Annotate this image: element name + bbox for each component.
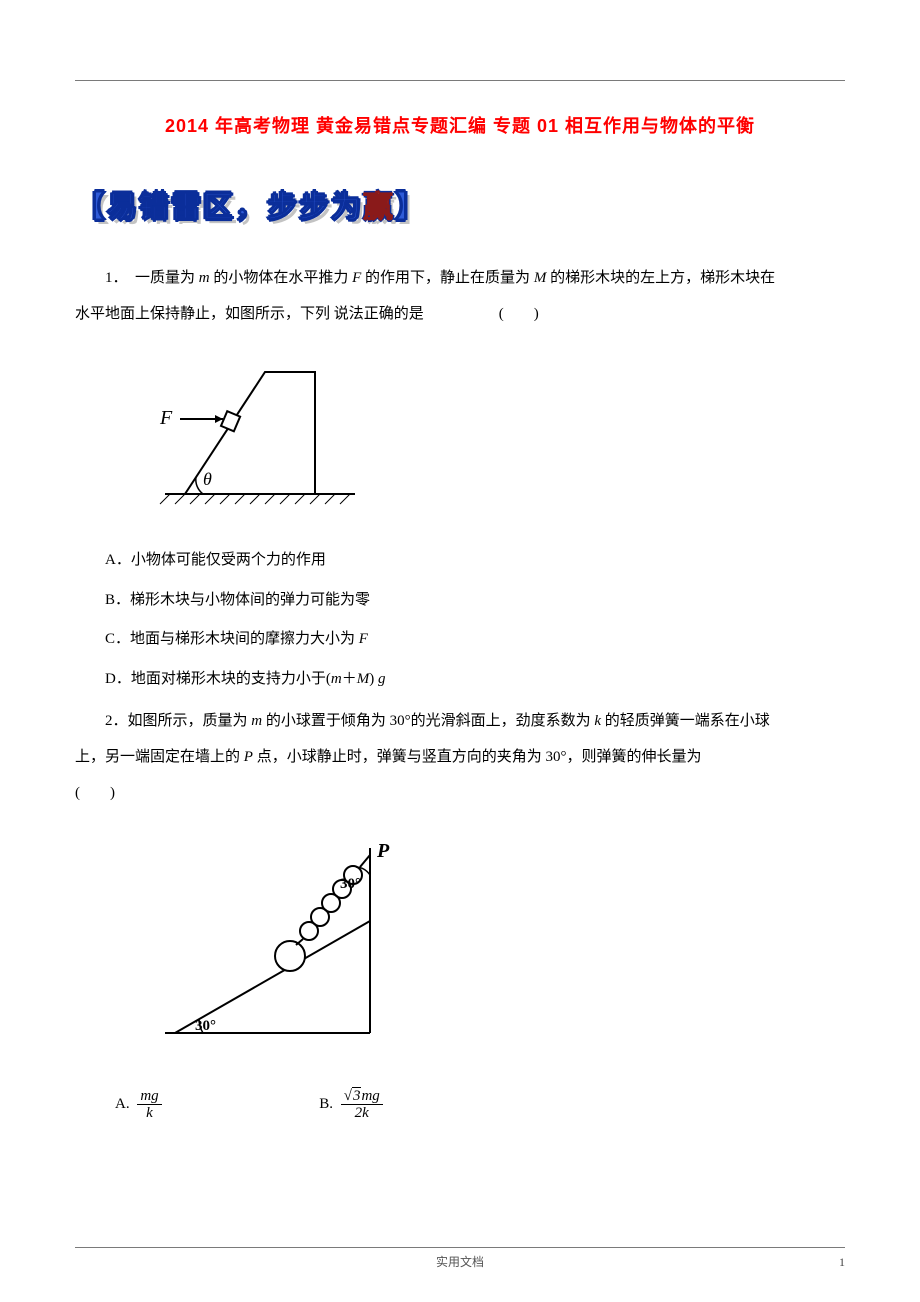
page-number: 1: [839, 1252, 845, 1272]
q1-var-m: m: [199, 270, 210, 286]
q2-optB-den: 2k: [341, 1105, 383, 1122]
banner-comma: ，: [235, 191, 267, 224]
q2-stem-line3: ( ): [75, 778, 845, 808]
q1-optC-a: C．地面与梯形木块间的摩擦力大小为: [105, 631, 359, 647]
q2-fig-P-label: P: [376, 840, 390, 862]
q2-stem-c: 的轻质弹簧一端系在小球: [601, 713, 770, 729]
q1-optD-g: g: [378, 671, 386, 687]
q1-stem-line1: 1． 一质量为 m 的小物体在水平推力 F 的作用下，静止在质量为 M 的梯形木…: [75, 263, 845, 293]
q2-optB-frac: √3mg 2k: [341, 1088, 383, 1122]
q2-fig-ang-bot: 30°: [195, 1018, 216, 1034]
q2-var-m: m: [251, 713, 262, 729]
banner-close-bracket: 】: [395, 191, 427, 224]
q2-optA-num: mg: [137, 1088, 161, 1106]
banner-part1: 易错雷区: [107, 191, 235, 224]
q1-stem-d: 的梯形木块的左上方，梯形木块在: [546, 270, 775, 286]
banner-part2-red: 赢: [363, 191, 395, 224]
footer-text: 实用文档: [436, 1255, 484, 1269]
q2-optB-num: √3mg: [341, 1088, 383, 1106]
q2-optB-label: B.: [319, 1096, 333, 1112]
q1-var-F: F: [352, 270, 361, 286]
q2-stem-e: 点，小球静止时，弹簧与竖直方向的夹角为 30°，则弹簧的伸长量为: [253, 749, 702, 765]
q2-stem-line1: 2．如图所示，质量为 m 的小球置于倾角为 30°的光滑斜面上，劲度系数为 k …: [75, 706, 845, 736]
q2-stem-line2: 上，另一端固定在墙上的 P 点，小球静止时，弹簧与竖直方向的夹角为 30°，则弹…: [75, 742, 845, 772]
q1-stem-b: 的小物体在水平推力: [210, 270, 353, 286]
q1-fig-F-label: F: [159, 407, 173, 429]
q1-var-M: M: [534, 270, 547, 286]
q2-figure: 30° 30° P: [145, 833, 845, 1063]
q1-optD-plus: ＋: [342, 671, 357, 687]
q2-optB-num-rest: mg: [361, 1088, 379, 1104]
q1-optD-M: M: [357, 671, 370, 687]
banner-open-bracket: 【: [75, 191, 107, 224]
top-rule: [75, 80, 845, 81]
section-banner: 【易错雷区，步步为赢】: [75, 182, 845, 233]
page-title: 2014 年高考物理 黄金易错点专题汇编 专题 01 相互作用与物体的平衡: [75, 111, 845, 142]
q1-optB: B．梯形木块与小物体间的弹力可能为零: [75, 588, 845, 614]
q1-optD-b: ): [369, 671, 378, 687]
q2-stem-a: 2．如图所示，质量为: [105, 713, 251, 729]
q2-stem-b: 的小球置于倾角为 30°的光滑斜面上，劲度系数为: [262, 713, 594, 729]
q1-optD: D．地面对梯形木块的支持力小于(m＋M) g: [75, 667, 845, 693]
banner-part2: 步步为: [267, 191, 363, 224]
q1-figure: F θ: [145, 354, 845, 524]
q2-optB-sqrt-n: 3: [352, 1087, 362, 1104]
q2-options-row: A. mg k B. √3mg 2k: [115, 1088, 845, 1122]
q1-stem-a: 1． 一质量为: [105, 270, 199, 286]
q1-optD-a: D．地面对梯形木块的支持力小于(: [105, 671, 331, 687]
q1-optC: C．地面与梯形木块间的摩擦力大小为 F: [75, 627, 845, 653]
q1-optC-var: F: [359, 631, 368, 647]
q1-fig-theta-label: θ: [203, 469, 212, 489]
q2-optA-frac: mg k: [137, 1088, 161, 1122]
q1-optD-m: m: [331, 671, 342, 687]
q2-optA-label: A.: [115, 1096, 130, 1112]
q1-stem-c: 的作用下，静止在质量为: [361, 270, 534, 286]
q1-stem-line2: 水平地面上保持静止，如图所示，下列 说法正确的是 ( ): [75, 299, 845, 329]
q2-optA-den: k: [137, 1105, 161, 1122]
q2-stem-d: 上，另一端固定在墙上的: [75, 749, 244, 765]
q2-var-P: P: [244, 749, 253, 765]
q1-optA: A．小物体可能仅受两个力的作用: [75, 548, 845, 574]
footer: 实用文档: [0, 1247, 920, 1272]
